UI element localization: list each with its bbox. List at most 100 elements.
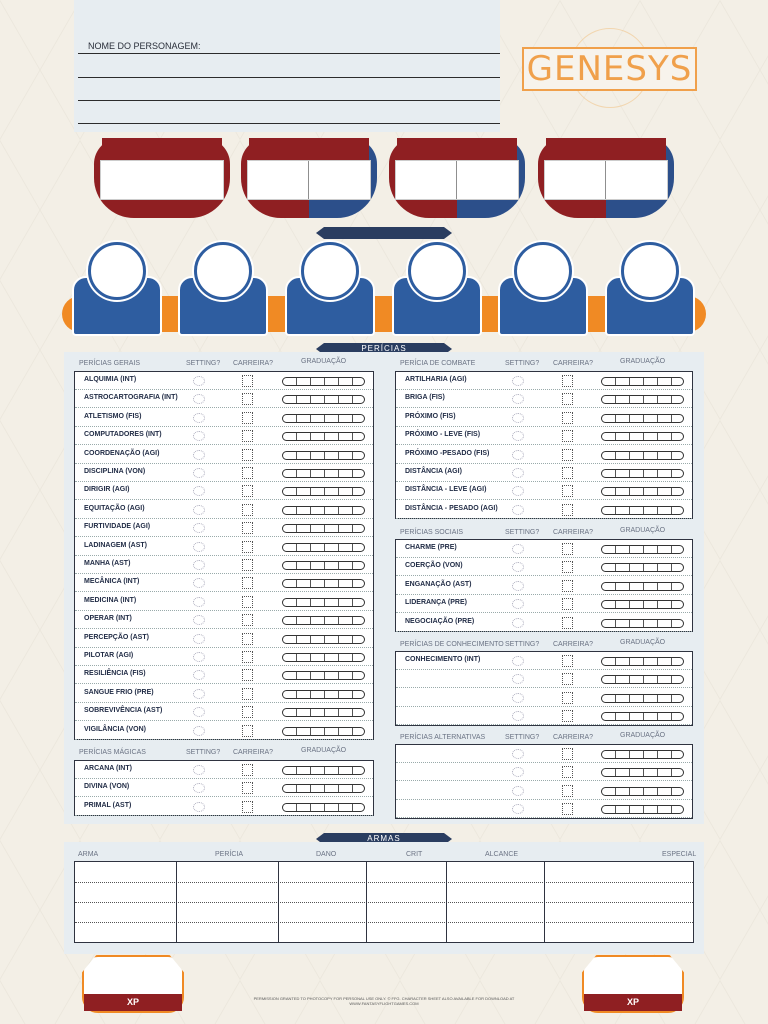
setting-checkbox[interactable] (193, 707, 205, 718)
skill-row[interactable]: DIVINA (VON) (75, 779, 373, 798)
setting-checkbox[interactable] (193, 801, 205, 812)
rank-track[interactable] (601, 432, 684, 442)
setting-checkbox[interactable] (193, 615, 205, 626)
skill-row[interactable] (396, 782, 692, 800)
skill-row[interactable]: FURTIVIDADE (AGI) (75, 519, 373, 538)
skill-row[interactable]: ATLETISMO (FIS) (75, 409, 373, 427)
rank-track[interactable] (282, 579, 365, 589)
xp-box-left[interactable]: XP (82, 955, 184, 1013)
rank-track[interactable] (282, 784, 365, 794)
skill-row[interactable]: PRÓXIMO - LEVE (FIS) (396, 427, 692, 446)
career-checkbox[interactable] (242, 687, 253, 700)
career-checkbox[interactable] (562, 598, 573, 611)
career-checkbox[interactable] (242, 375, 253, 387)
skill-row[interactable]: SANGUE FRIO (PRE) (75, 685, 373, 703)
skill-row[interactable]: PERCEPÇÃO (AST) (75, 630, 373, 648)
skill-row[interactable]: DISTÂNCIA - LEVE (AGI) (396, 482, 692, 501)
rank-track[interactable] (282, 597, 365, 607)
setting-checkbox[interactable] (512, 674, 524, 685)
rank-track[interactable] (282, 487, 365, 497)
rank-track[interactable] (282, 505, 365, 515)
skill-row[interactable]: OPERAR (INT) (75, 611, 373, 630)
setting-checkbox[interactable] (512, 504, 524, 515)
setting-checkbox[interactable] (512, 431, 524, 442)
weapon-row[interactable] (75, 882, 693, 883)
skill-row[interactable]: MANHA (AST) (75, 556, 373, 574)
name-line[interactable] (78, 53, 500, 54)
name-line[interactable] (78, 123, 500, 124)
setting-checkbox[interactable] (193, 578, 205, 589)
block-field[interactable] (100, 160, 224, 200)
career-checkbox[interactable] (242, 430, 253, 443)
career-checkbox[interactable] (562, 803, 573, 816)
career-checkbox[interactable] (242, 559, 253, 571)
career-checkbox[interactable] (242, 764, 253, 776)
setting-checkbox[interactable] (193, 725, 205, 736)
skill-row[interactable]: PRÓXIMO -PESADO (FIS) (396, 446, 692, 464)
career-checkbox[interactable] (562, 448, 573, 461)
rank-track[interactable] (282, 469, 365, 478)
career-checkbox[interactable] (242, 485, 253, 498)
career-checkbox[interactable] (562, 430, 573, 443)
skill-row[interactable] (396, 745, 692, 763)
setting-checkbox[interactable] (193, 688, 205, 699)
career-checkbox[interactable] (562, 710, 573, 723)
setting-checkbox[interactable] (193, 431, 205, 442)
setting-checkbox[interactable] (193, 523, 205, 534)
rank-track[interactable] (282, 542, 365, 552)
rank-track[interactable] (601, 600, 684, 610)
setting-checkbox[interactable] (193, 412, 205, 423)
career-checkbox[interactable] (562, 784, 573, 797)
setting-checkbox[interactable] (193, 541, 205, 552)
setting-checkbox[interactable] (193, 633, 205, 644)
skill-row[interactable] (396, 670, 692, 689)
setting-checkbox[interactable] (512, 544, 524, 554)
block-field[interactable] (247, 160, 371, 200)
stat-circle[interactable] (605, 242, 695, 336)
stat-circle[interactable] (72, 242, 162, 336)
career-checkbox[interactable] (562, 467, 573, 479)
rank-track[interactable] (282, 561, 365, 570)
rank-track[interactable] (601, 450, 684, 460)
rank-track[interactable] (601, 377, 684, 386)
setting-checkbox[interactable] (512, 804, 524, 815)
setting-checkbox[interactable] (512, 711, 524, 722)
skill-row[interactable]: ALQUIMIA (INT) (75, 372, 373, 390)
career-checkbox[interactable] (562, 485, 573, 498)
weapon-row[interactable] (75, 902, 693, 903)
setting-checkbox[interactable] (193, 394, 205, 405)
rank-track[interactable] (601, 618, 684, 628)
rank-track[interactable] (601, 712, 684, 722)
rank-track[interactable] (282, 689, 365, 699)
setting-checkbox[interactable] (512, 580, 524, 591)
skill-row[interactable] (396, 800, 692, 819)
rank-track[interactable] (282, 726, 365, 736)
skill-row[interactable]: MECÂNICA (INT) (75, 574, 373, 593)
career-checkbox[interactable] (562, 561, 573, 574)
career-checkbox[interactable] (242, 522, 253, 535)
skill-row[interactable]: ASTROCARTOGRAFIA (INT) (75, 390, 373, 409)
rank-track[interactable] (601, 487, 684, 497)
career-checkbox[interactable] (242, 651, 253, 663)
career-checkbox[interactable] (242, 577, 253, 590)
setting-checkbox[interactable] (512, 617, 524, 628)
skill-row[interactable]: CHARME (PRE) (396, 540, 692, 558)
rank-track[interactable] (601, 469, 684, 478)
setting-checkbox[interactable] (512, 449, 524, 460)
setting-checkbox[interactable] (512, 376, 524, 386)
rank-track[interactable] (282, 634, 365, 644)
rank-track[interactable] (282, 616, 365, 626)
career-checkbox[interactable] (242, 467, 253, 479)
setting-checkbox[interactable] (512, 562, 524, 573)
career-checkbox[interactable] (242, 540, 253, 553)
career-checkbox[interactable] (242, 595, 253, 608)
rank-track[interactable] (601, 675, 684, 685)
block-field[interactable] (395, 160, 519, 200)
rank-track[interactable] (601, 505, 684, 515)
career-checkbox[interactable] (562, 393, 573, 406)
setting-checkbox[interactable] (193, 765, 205, 775)
setting-checkbox[interactable] (512, 785, 524, 796)
skill-row[interactable]: ARTILHARIA (AGI) (396, 372, 692, 390)
setting-checkbox[interactable] (193, 468, 205, 478)
name-line[interactable] (78, 77, 500, 78)
